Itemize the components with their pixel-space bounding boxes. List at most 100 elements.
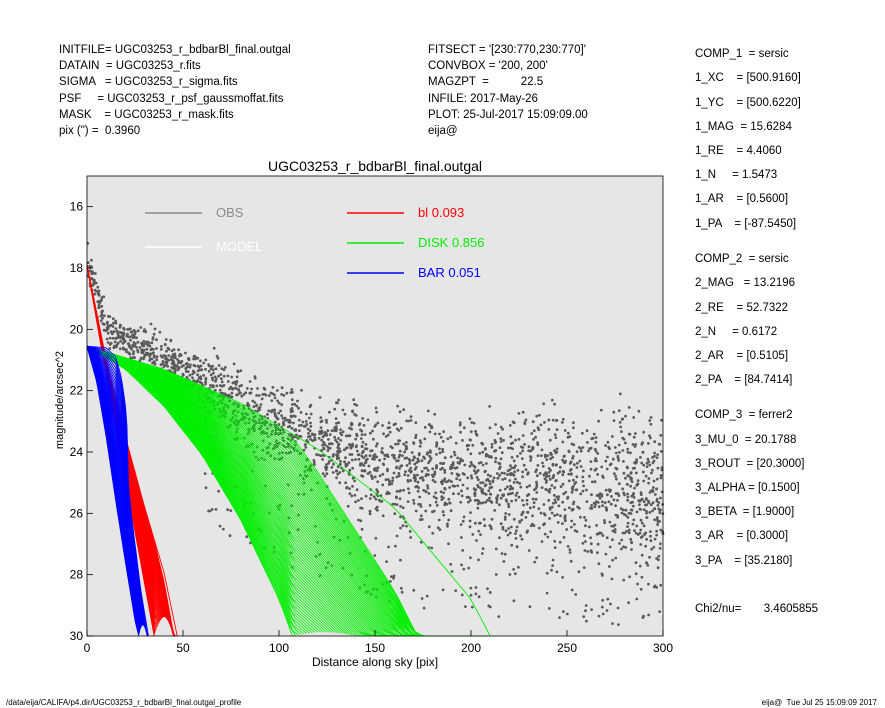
- obs-point: [661, 503, 664, 506]
- obs-point: [342, 448, 346, 452]
- obs-point: [431, 478, 435, 482]
- obs-point: [125, 348, 128, 352]
- obs-point: [235, 380, 239, 384]
- obs-point: [657, 501, 661, 504]
- obs-point: [551, 462, 555, 466]
- obs-point: [94, 272, 97, 275]
- obs-point: [290, 403, 294, 406]
- obs-point: [313, 438, 317, 442]
- obs-point: [656, 566, 660, 570]
- obs-point: [259, 403, 263, 406]
- obs-point: [484, 447, 487, 450]
- obs-point: [119, 339, 122, 343]
- obs-point: [567, 450, 571, 454]
- obs-point: [441, 440, 445, 443]
- obs-point: [344, 456, 347, 460]
- obs-point: [221, 527, 225, 531]
- obs-point: [152, 351, 155, 355]
- obs-point: [111, 325, 115, 328]
- obs-point: [178, 352, 182, 356]
- obs-point: [446, 522, 449, 526]
- disk-legend-label: DISK 0.856: [418, 235, 485, 250]
- obs-point: [648, 463, 652, 467]
- comp2-re: 2_RE = 52.7322: [695, 302, 789, 314]
- obs-point: [297, 406, 300, 410]
- obs-point: [359, 462, 362, 466]
- obs-point: [608, 545, 612, 549]
- obs-point: [616, 499, 619, 502]
- obs-point: [212, 371, 215, 375]
- obs-point: [295, 404, 299, 408]
- obs-point: [529, 455, 532, 458]
- obs-point: [641, 441, 644, 445]
- obs-point: [625, 482, 629, 486]
- obs-point: [184, 351, 187, 355]
- obs-point: [555, 479, 558, 482]
- obs-point: [481, 488, 484, 492]
- obs-point: [469, 474, 473, 477]
- obs-point: [579, 465, 583, 468]
- y-tick-label: 26: [70, 506, 84, 520]
- obs-point: [249, 391, 253, 395]
- obs-point: [514, 498, 518, 502]
- obs-point: [413, 473, 416, 477]
- obs-point: [448, 501, 452, 505]
- obs-point: [251, 399, 255, 403]
- obs-point: [638, 564, 642, 568]
- obs-point: [299, 411, 303, 414]
- header-initfile: INITFILE= UGC03253_r_bdbarBl_final.outga…: [59, 44, 291, 56]
- obs-point: [585, 429, 589, 433]
- obs-point: [250, 387, 254, 391]
- obs-point: [572, 463, 576, 467]
- obs-point: [464, 605, 467, 608]
- obs-point: [661, 530, 664, 534]
- obs-point: [353, 402, 356, 406]
- obs-point: [607, 500, 611, 504]
- obs-point: [488, 426, 492, 430]
- obs-point: [649, 416, 653, 419]
- obs-point: [176, 358, 179, 361]
- obs-point: [512, 459, 516, 463]
- obs-point: [597, 419, 600, 423]
- obs-point: [639, 491, 643, 494]
- obs-point: [566, 545, 570, 548]
- obs-point: [640, 497, 644, 501]
- obs-point: [606, 597, 610, 601]
- obs-point: [621, 531, 625, 535]
- header-pixscale: pix (") = 0.3960: [59, 125, 141, 137]
- obs-point: [151, 336, 155, 339]
- obs-point: [411, 458, 415, 462]
- obs-point: [605, 467, 609, 471]
- obs-point: [658, 442, 661, 446]
- comp2-ar: 2_AR = [0.5105]: [695, 350, 789, 362]
- obs-point: [403, 450, 406, 454]
- obs-point: [352, 398, 356, 402]
- obs-point: [338, 471, 342, 474]
- obs-point: [463, 463, 467, 467]
- obs-point: [649, 539, 653, 543]
- obs-point: [421, 478, 425, 482]
- obs-point: [612, 419, 616, 422]
- obs-point: [302, 448, 306, 452]
- obs-point: [622, 545, 625, 549]
- obs-point: [102, 328, 106, 332]
- obs-point: [337, 437, 340, 440]
- obs-point: [587, 449, 590, 453]
- obs-point: [601, 612, 605, 616]
- obs-point: [604, 488, 608, 492]
- obs-point: [589, 467, 593, 471]
- obs-point: [93, 292, 97, 296]
- obs-point: [503, 518, 507, 521]
- obs-point: [423, 426, 427, 429]
- obs-point: [579, 492, 583, 496]
- obs-point: [499, 496, 503, 500]
- obs-point: [188, 373, 192, 377]
- obs-point: [570, 519, 574, 523]
- obs-point: [484, 469, 487, 473]
- obs-point: [435, 466, 438, 470]
- obs-point: [336, 449, 340, 453]
- obs-point: [399, 586, 403, 590]
- comp3-beta: 3_BETA = [1.9000]: [695, 506, 795, 518]
- obs-point: [596, 542, 600, 546]
- obs-point: [498, 536, 501, 540]
